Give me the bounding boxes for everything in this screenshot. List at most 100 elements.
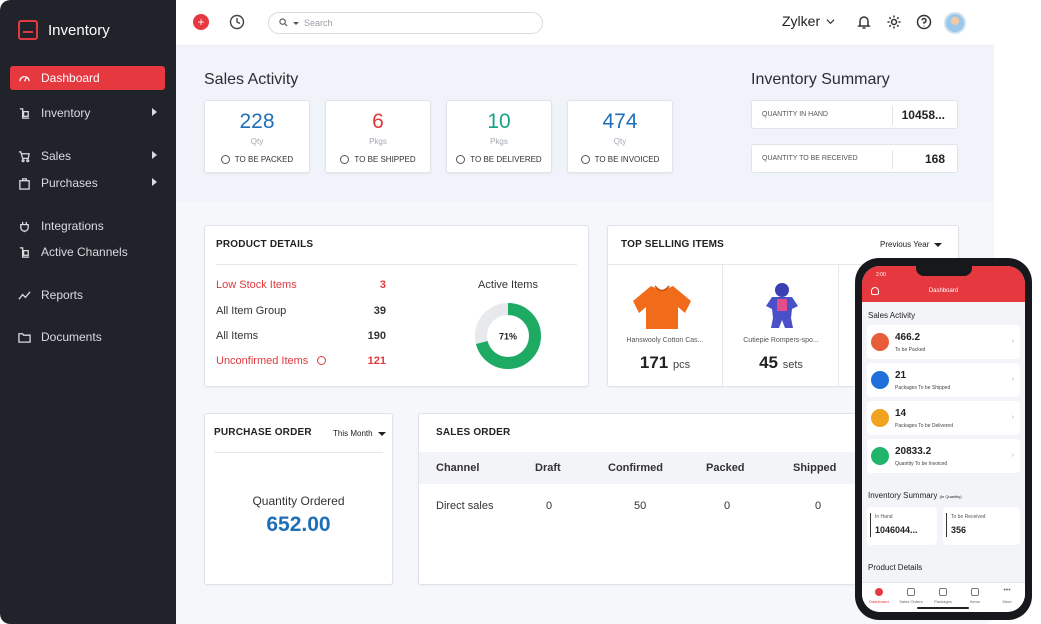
row-value: 3: [379, 279, 386, 291]
sidebar: Inventory Dashboard Inventory Sales Purc…: [0, 0, 176, 624]
mobile-app-mockup: 2:00 Dashboard Sales Activity 466.2 To b…: [855, 258, 1032, 620]
chevron-right-icon: ›: [1011, 338, 1014, 345]
divider: [214, 452, 383, 453]
low-stock-items-row[interactable]: Low Stock Items 3: [216, 279, 386, 291]
unconfirmed-items-row[interactable]: Unconfirmed Items 121: [216, 355, 386, 367]
help-icon[interactable]: [916, 14, 932, 30]
sidebar-item-dashboard[interactable]: Dashboard: [10, 66, 165, 90]
sidebar-item-label: Reports: [41, 288, 84, 302]
row-value: 39: [373, 305, 386, 317]
to-be-invoiced-card[interactable]: 474 Qty TO BE INVOICED: [567, 100, 673, 173]
divider: [870, 513, 871, 537]
bell-icon[interactable]: [856, 14, 872, 30]
quantity-ordered-value: 652.00: [266, 513, 331, 536]
active-items-donut: 71%: [475, 303, 541, 369]
sidebar-item-label: Documents: [41, 330, 102, 344]
confirmed-cell: 50: [634, 500, 647, 512]
topbar: + Zylker: [176, 0, 994, 46]
quantity-ordered-label: Quantity Ordered: [252, 494, 345, 508]
status-circle-icon: [220, 155, 230, 164]
sidebar-item-label: Dashboard: [41, 71, 100, 85]
metric-value: 10: [487, 110, 511, 133]
search-bar[interactable]: [268, 12, 543, 34]
divider: [216, 264, 577, 265]
bell-icon[interactable]: [871, 287, 879, 295]
to-be-shipped-card[interactable]: 6 Pkgs TO BE SHIPPED: [325, 100, 431, 173]
product-details-card: PRODUCT DETAILS Low Stock Items 3 All It…: [204, 225, 589, 387]
mobile-tab-bar: Dashboard Sales Orders Packages Items ••…: [862, 582, 1025, 612]
quantity-to-be-received-row: QUANTITY TO BE RECEIVED 168: [751, 144, 958, 173]
column-header: Confirmed: [608, 462, 663, 474]
row-value: 466.2: [895, 332, 921, 343]
mobile-header: 2:00 Dashboard: [862, 266, 1025, 302]
search-icon: [279, 14, 288, 32]
sidebar-item-purchases[interactable]: Purchases: [10, 171, 165, 195]
row-label: Packages To be Shipped: [895, 385, 951, 391]
shipped-cell: 0: [815, 500, 822, 512]
history-icon[interactable]: [228, 13, 246, 31]
item-quantity: 45 sets: [759, 353, 803, 372]
cart-icon: [18, 150, 31, 163]
period-dropdown[interactable]: This Month: [333, 429, 386, 438]
channels-icon: [18, 246, 31, 259]
divider: [608, 264, 958, 265]
status-bar-time: 2:00: [876, 272, 886, 278]
column-header: Shipped: [793, 462, 837, 474]
status-circle-icon: [456, 155, 466, 164]
sales-order-card: SALES ORDER Channel Draft Confirmed Pack…: [418, 413, 878, 585]
tab-more[interactable]: ••• More: [1002, 587, 1012, 604]
mobile-activity-row[interactable]: 466.2 To be Packed ›: [867, 325, 1020, 359]
sidebar-item-inventory[interactable]: Inventory: [10, 101, 165, 125]
sidebar-item-reports[interactable]: Reports: [10, 283, 165, 307]
romper-image: [766, 283, 798, 328]
sidebar-item-integrations[interactable]: Integrations: [10, 214, 165, 238]
item-name: Hanswooly Cotton Cas...: [626, 337, 704, 344]
top-item-tile[interactable]: Cutiepie Rompers-spo... 45 sets: [724, 264, 839, 386]
brand-name: Inventory: [48, 21, 110, 39]
all-item-group-row[interactable]: All Item Group 39: [216, 305, 386, 317]
gear-icon[interactable]: [886, 14, 902, 30]
delivered-icon: [871, 409, 889, 427]
metric-unit: Pkgs: [490, 137, 508, 146]
home-indicator: [917, 607, 969, 609]
all-items-row[interactable]: All Items 190: [216, 330, 386, 342]
chevron-down-icon[interactable]: [293, 21, 299, 25]
quantity-in-hand-row: QUANTITY IN HAND 10458...: [751, 100, 958, 129]
search-input[interactable]: [304, 18, 524, 28]
org-switcher[interactable]: Zylker: [782, 13, 835, 29]
table-header: [419, 452, 877, 484]
sidebar-item-documents[interactable]: Documents: [10, 325, 165, 349]
metric-unit: Pkgs: [369, 137, 387, 146]
divider: [892, 106, 893, 125]
period-dropdown[interactable]: Previous Year: [880, 240, 943, 249]
top-item-tile[interactable]: Hanswooly Cotton Cas... 171 pcs: [608, 264, 723, 386]
to-be-delivered-card[interactable]: 10 Pkgs TO BE DELIVERED: [446, 100, 552, 173]
tab-dashboard[interactable]: Dashboard: [865, 588, 893, 604]
notch: [916, 266, 972, 276]
brand[interactable]: Inventory: [18, 18, 110, 42]
row-label: Unconfirmed Items: [216, 355, 309, 367]
chevron-right-icon: ›: [1011, 414, 1014, 421]
dashboard-icon: [875, 588, 883, 596]
mobile-product-details-title: Product Details: [868, 563, 923, 572]
tab-packages[interactable]: Packages: [929, 588, 957, 604]
metric-value: 6: [372, 110, 384, 133]
to-be-packed-card[interactable]: 228 Qty TO BE PACKED: [204, 100, 310, 173]
cart-icon: [907, 588, 915, 596]
mobile-activity-row[interactable]: 14 Packages To be Delivered ›: [867, 401, 1020, 435]
sidebar-item-sales[interactable]: Sales: [10, 144, 165, 168]
tab-items[interactable]: Items: [961, 588, 989, 604]
sidebar-item-active-channels[interactable]: Active Channels: [10, 240, 165, 264]
package-icon: [939, 588, 947, 596]
mobile-activity-row[interactable]: 20833.2 Quantity To be Invoiced ›: [867, 439, 1020, 473]
summary-value: 10458...: [901, 108, 945, 122]
mobile-activity-row[interactable]: 21 Packages To be Shipped ›: [867, 363, 1020, 397]
metric-value: 474: [602, 110, 638, 133]
tab-sales-orders[interactable]: Sales Orders: [897, 588, 925, 604]
top-selling-items-card: TOP SELLING ITEMS Previous Year Hanswool…: [607, 225, 959, 387]
avatar[interactable]: [944, 12, 966, 34]
donut-percent-label: 71%: [499, 332, 517, 342]
packed-icon: [871, 333, 889, 351]
quick-create-button[interactable]: +: [193, 14, 209, 30]
summary-label: In Hand: [875, 514, 893, 520]
